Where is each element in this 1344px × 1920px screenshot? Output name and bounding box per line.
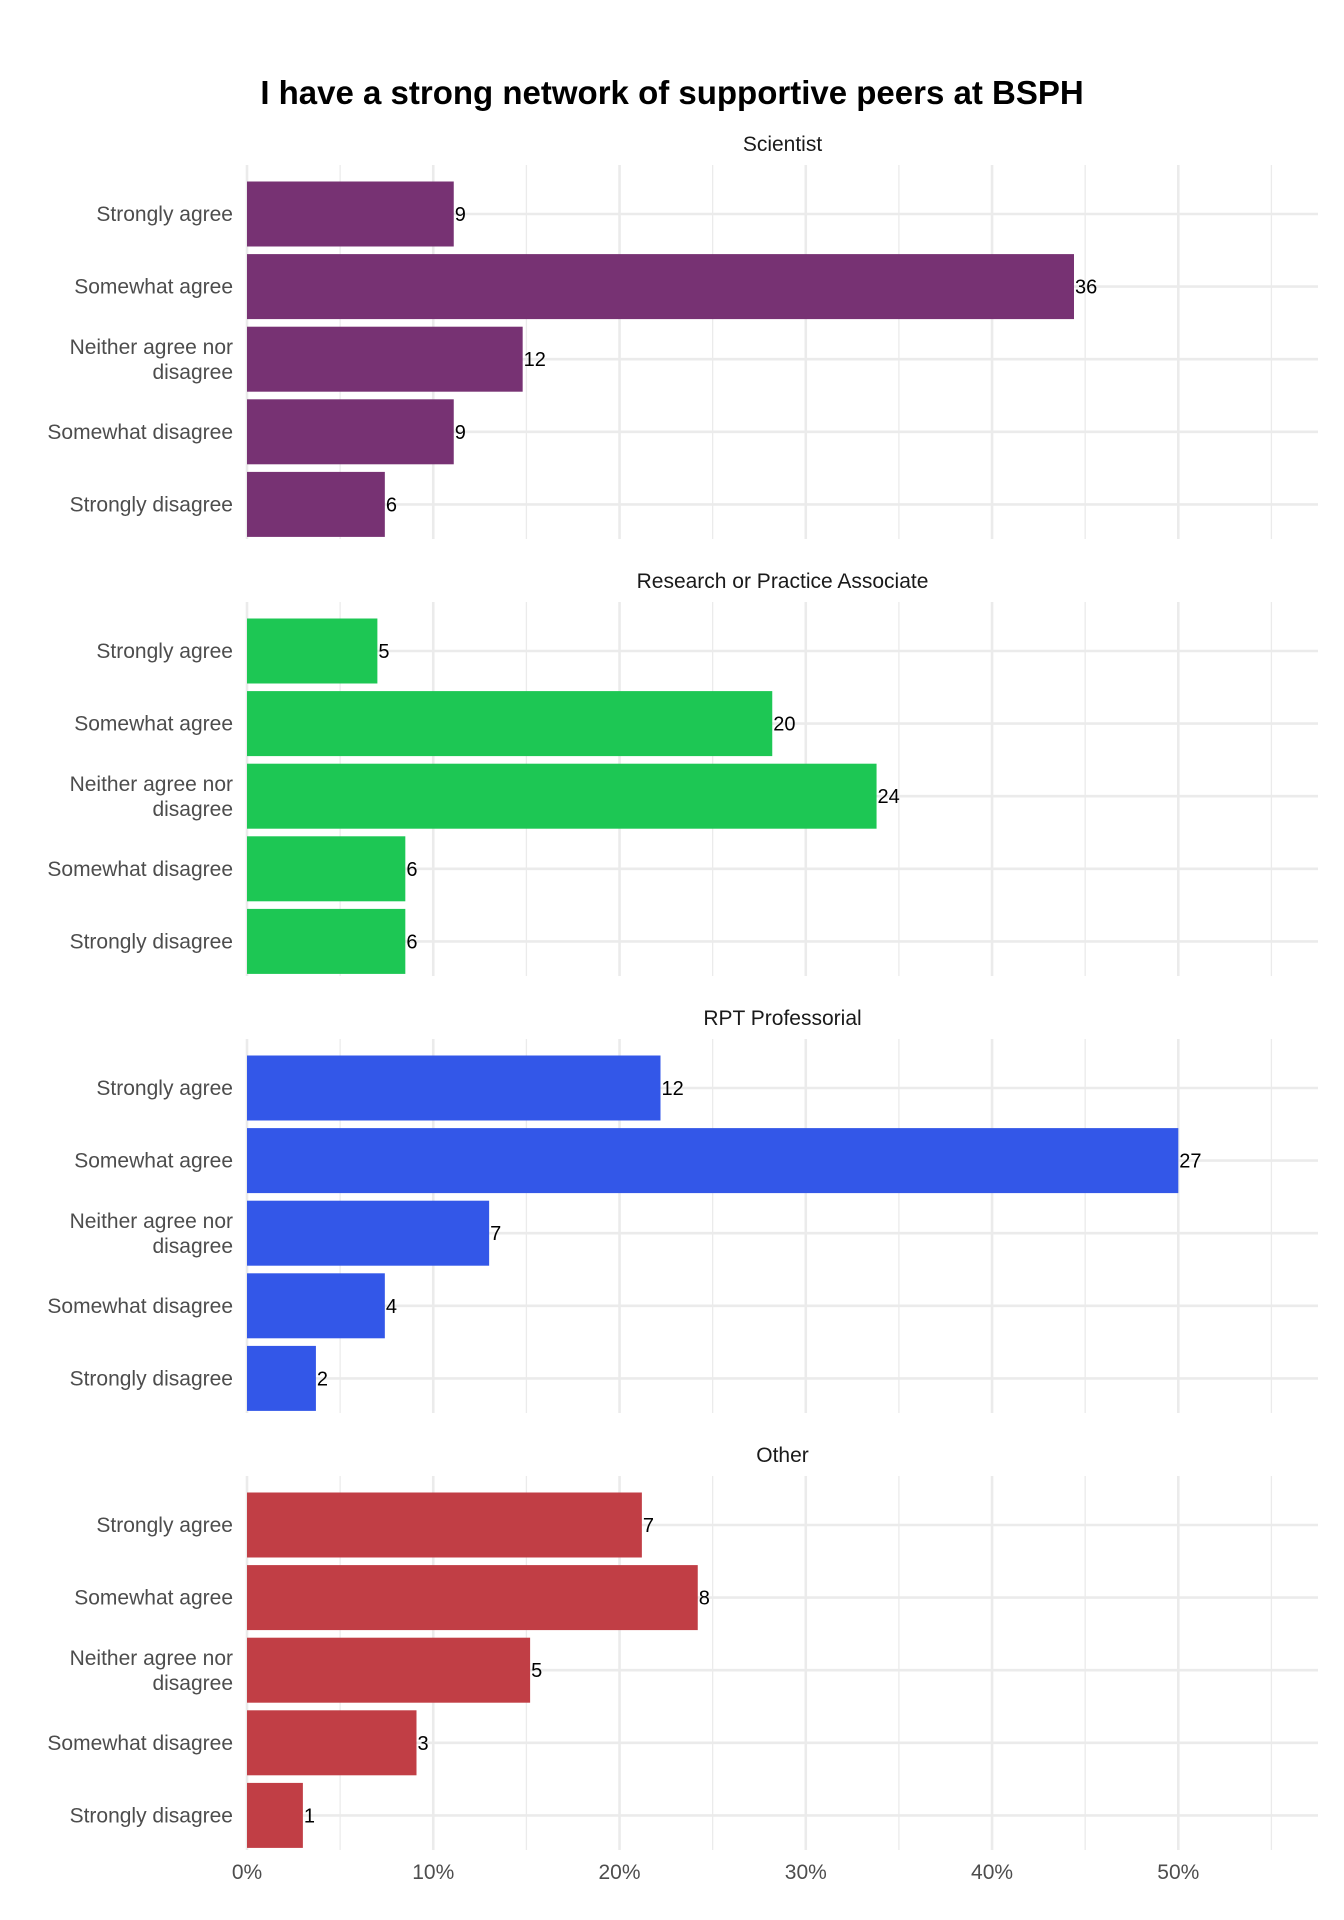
category-label: Somewhat agree bbox=[74, 276, 233, 299]
data-label: 5 bbox=[531, 1660, 542, 1682]
category-label: Strongly disagree bbox=[70, 1367, 233, 1390]
bar-scientist-strongly-disagree bbox=[247, 471, 385, 537]
panel-other: Other 7 Strongly agree 8 Somewhat agree 5 Neit… bbox=[47, 1444, 1318, 1850]
data-label: 36 bbox=[1075, 277, 1097, 299]
data-label: 9 bbox=[455, 204, 466, 226]
category-label: Somewhat agree bbox=[74, 713, 233, 736]
bar-other-somewhat-disagree bbox=[247, 1710, 417, 1776]
category-label: Neither agree nor disagree bbox=[70, 1647, 233, 1695]
bar-research-or-practice-associate-strongly-disagree bbox=[247, 908, 406, 974]
x-tick-label: 40% bbox=[971, 1861, 1013, 1884]
bar-scientist-somewhat-agree bbox=[247, 254, 1074, 320]
bar-scientist-neither-agree-nor-disagree bbox=[247, 326, 523, 392]
data-label: 12 bbox=[524, 349, 546, 371]
category-label: Somewhat disagree bbox=[47, 1295, 233, 1318]
bar-other-neither-agree-nor-disagree bbox=[247, 1637, 531, 1703]
data-label: 8 bbox=[699, 1588, 710, 1610]
data-label: 12 bbox=[661, 1078, 683, 1100]
data-label: 3 bbox=[417, 1733, 428, 1755]
facet-title: Research or Practice Associate bbox=[637, 570, 929, 593]
category-label: Strongly agree bbox=[96, 1514, 233, 1537]
data-label: 1 bbox=[304, 1805, 315, 1827]
category-label: Somewhat agree bbox=[74, 1150, 233, 1173]
category-label: Neither agree nor disagree bbox=[70, 773, 233, 821]
category-label: Neither agree nor disagree bbox=[70, 1210, 233, 1258]
facet-title: Other bbox=[756, 1444, 809, 1467]
data-label: 7 bbox=[490, 1223, 501, 1245]
category-label: Neither agree nor disagree bbox=[70, 336, 233, 384]
bar-research-or-practice-associate-somewhat-disagree bbox=[247, 836, 406, 902]
bar-other-strongly-disagree bbox=[247, 1782, 303, 1848]
category-label: Strongly agree bbox=[96, 1077, 233, 1100]
category-label: Strongly disagree bbox=[70, 493, 233, 516]
bar-other-strongly-agree bbox=[247, 1492, 642, 1558]
data-label: 27 bbox=[1179, 1151, 1201, 1173]
data-label: 2 bbox=[317, 1368, 328, 1390]
bar-rpt-professorial-neither-agree-nor-disagree bbox=[247, 1200, 490, 1266]
data-label: 9 bbox=[455, 422, 466, 444]
chart-title: I have a strong network of supportive pe… bbox=[260, 74, 1083, 111]
data-label: 7 bbox=[643, 1515, 654, 1537]
category-label: Somewhat disagree bbox=[47, 858, 233, 881]
facet-title: RPT Professorial bbox=[703, 1007, 861, 1030]
data-label: 6 bbox=[406, 931, 417, 953]
panel-research-or-practice-associate: Research or Practice Associate 5 Strongly … bbox=[47, 570, 1318, 976]
data-label: 5 bbox=[378, 641, 389, 663]
category-label: Strongly disagree bbox=[70, 930, 233, 953]
bar-rpt-professorial-strongly-disagree bbox=[247, 1345, 316, 1411]
bar-scientist-somewhat-disagree bbox=[247, 399, 454, 465]
category-label: Somewhat disagree bbox=[47, 1732, 233, 1755]
bar-rpt-professorial-strongly-agree bbox=[247, 1055, 661, 1121]
data-label: 24 bbox=[878, 786, 900, 808]
bar-research-or-practice-associate-somewhat-agree bbox=[247, 691, 773, 757]
category-label: Strongly agree bbox=[96, 203, 233, 226]
x-tick-label: 0% bbox=[232, 1861, 262, 1884]
bar-research-or-practice-associate-strongly-agree bbox=[247, 618, 378, 684]
x-tick-label: 30% bbox=[785, 1861, 827, 1884]
category-label: Somewhat agree bbox=[74, 1587, 233, 1610]
bar-research-or-practice-associate-neither-agree-nor-disagree bbox=[247, 763, 877, 829]
data-label: 20 bbox=[773, 714, 795, 736]
x-tick-label: 10% bbox=[412, 1861, 454, 1884]
panel-scientist: Scientist 9 Strongly agree 36 Somewhat agree… bbox=[47, 133, 1318, 539]
category-label: Somewhat disagree bbox=[47, 421, 233, 444]
category-label: Strongly agree bbox=[96, 640, 233, 663]
facet-title: Scientist bbox=[743, 133, 823, 156]
category-label: Strongly disagree bbox=[70, 1804, 233, 1827]
x-axis: 0% 10% 20% 30% 40% 50% bbox=[232, 1861, 1199, 1884]
bar-rpt-professorial-somewhat-disagree bbox=[247, 1273, 385, 1339]
bar-scientist-strongly-agree bbox=[247, 181, 454, 247]
data-label: 6 bbox=[406, 859, 417, 881]
x-tick-label: 20% bbox=[599, 1861, 641, 1884]
bar-rpt-professorial-somewhat-agree bbox=[247, 1128, 1179, 1194]
x-tick-label: 50% bbox=[1157, 1861, 1199, 1884]
bar-other-somewhat-agree bbox=[247, 1565, 698, 1631]
data-label: 4 bbox=[386, 1296, 397, 1318]
data-label: 6 bbox=[386, 494, 397, 516]
